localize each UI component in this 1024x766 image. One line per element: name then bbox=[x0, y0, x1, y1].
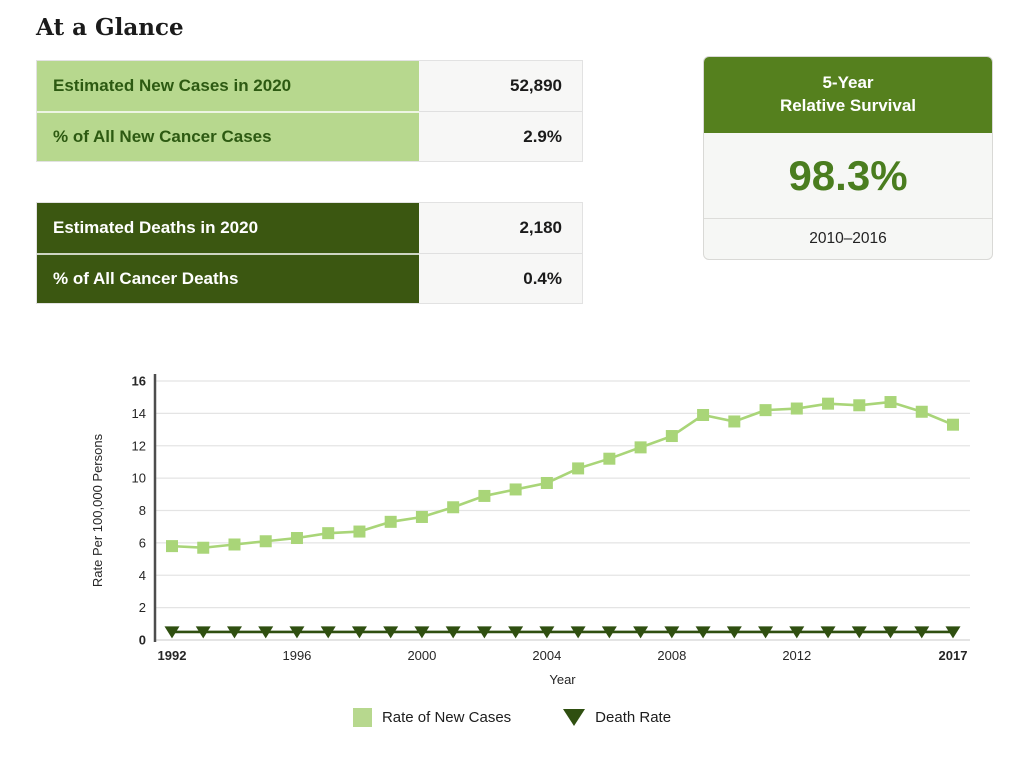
survival-card-header: 5-Year Relative Survival bbox=[704, 57, 992, 133]
svg-text:16: 16 bbox=[132, 374, 146, 389]
pct-deaths-value: 0.4% bbox=[419, 253, 582, 303]
table-row: Estimated New Cases in 2020 52,890 bbox=[37, 61, 582, 111]
table-row: Estimated Deaths in 2020 2,180 bbox=[37, 203, 582, 253]
svg-text:2017: 2017 bbox=[939, 648, 968, 663]
svg-text:2: 2 bbox=[139, 600, 146, 615]
survival-period: 2010–2016 bbox=[704, 218, 992, 259]
legend-label-new-cases: Rate of New Cases bbox=[381, 709, 512, 726]
svg-text:12: 12 bbox=[132, 438, 146, 453]
svg-text:2004: 2004 bbox=[532, 648, 561, 663]
svg-text:2012: 2012 bbox=[782, 648, 811, 663]
table-row: % of All New Cancer Cases 2.9% bbox=[37, 111, 582, 161]
survival-value: 98.3% bbox=[788, 151, 908, 199]
svg-text:6: 6 bbox=[139, 535, 146, 550]
survival-header-line2: Relative Survival bbox=[779, 96, 917, 115]
svg-text:2008: 2008 bbox=[657, 648, 686, 663]
new-cases-table: Estimated New Cases in 2020 52,890 % of … bbox=[36, 60, 583, 162]
survival-card: 5-Year Relative Survival 98.3% 2010–2016 bbox=[703, 56, 993, 260]
new-cases-swatch-icon bbox=[352, 708, 372, 727]
svg-text:1996: 1996 bbox=[282, 648, 311, 663]
legend-item-death-rate: Death Rate bbox=[563, 709, 671, 726]
survival-header-line1: 5-Year bbox=[822, 73, 874, 93]
deaths-table: Estimated Deaths in 2020 2,180 % of All … bbox=[36, 202, 583, 304]
svg-text:Rate Per 100,000 Persons: Rate Per 100,000 Persons bbox=[90, 433, 105, 587]
svg-text:0: 0 bbox=[139, 633, 146, 648]
legend-item-new-cases: Rate of New Cases bbox=[352, 708, 512, 727]
incidence-mortality-chart: 0 2 4 6 8 10 12 14 16 1992 1996 2000 2004 2008 2012 201… bbox=[88, 356, 1008, 696]
page-title: At a Glance bbox=[36, 14, 184, 41]
legend-label-death-rate: Death Rate bbox=[595, 709, 672, 726]
svg-text:Year: Year bbox=[549, 672, 576, 687]
pct-deaths-label: % of All Cancer Deaths bbox=[37, 253, 419, 303]
svg-text:10: 10 bbox=[132, 471, 146, 486]
svg-text:8: 8 bbox=[139, 503, 146, 518]
table-row: % of All Cancer Deaths 0.4% bbox=[37, 253, 582, 303]
deaths-value: 2,180 bbox=[419, 203, 582, 253]
death-rate-swatch-icon bbox=[563, 709, 586, 726]
svg-text:4: 4 bbox=[139, 568, 146, 583]
deaths-label: Estimated Deaths in 2020 bbox=[37, 203, 419, 253]
svg-text:2000: 2000 bbox=[407, 648, 436, 663]
chart-legend: Rate of New Cases Death Rate bbox=[0, 708, 1024, 727]
pct-new-cases-label: % of All New Cancer Cases bbox=[37, 111, 419, 161]
svg-text:1992: 1992 bbox=[158, 648, 187, 663]
pct-new-cases-value: 2.9% bbox=[419, 111, 582, 161]
new-cases-value: 52,890 bbox=[419, 61, 582, 111]
svg-text:14: 14 bbox=[132, 406, 146, 421]
new-cases-label: Estimated New Cases in 2020 bbox=[37, 61, 419, 111]
rate-chart-svg: 0 2 4 6 8 10 12 14 16 1992 1996 2000 2004 2008 2012 201… bbox=[90, 374, 970, 687]
